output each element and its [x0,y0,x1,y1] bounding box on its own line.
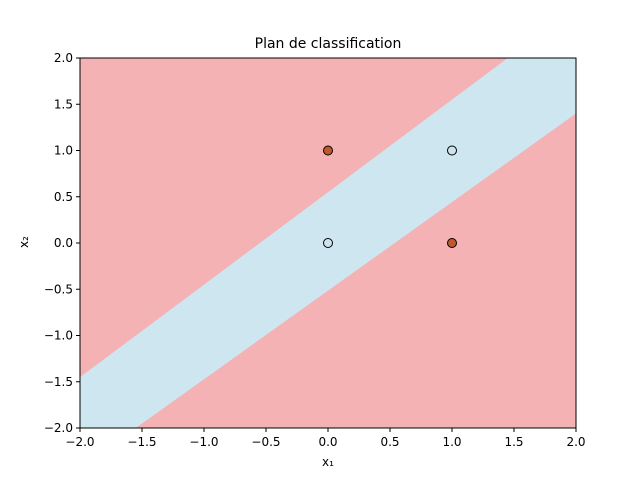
x-tick-label: 0.0 [318,435,337,449]
data-point-0 [323,238,333,248]
chart-title: Plan de classification [255,36,402,52]
y-tick-label: 2.0 [54,51,73,65]
y-tick-label: 0.0 [54,236,73,250]
x-axis-ticks: −2.0 −1.5 −1.0 −0.5 0.0 0.5 1.0 1.5 2.0 [65,428,586,449]
x-tick-label: 0.5 [380,435,399,449]
x-axis-label: x₁ [322,455,334,469]
data-point-3 [447,238,457,248]
y-tick-label: 0.5 [54,190,73,204]
x-tick-label: −0.5 [251,435,280,449]
y-tick-label: −1.0 [44,329,73,343]
x-tick-label: −1.0 [189,435,218,449]
y-tick-label: 1.0 [54,144,73,158]
y-tick-label: −1.5 [44,375,73,389]
y-axis-label: x₂ [17,236,31,248]
y-tick-label: −2.0 [44,421,73,435]
x-tick-label: 1.5 [504,435,523,449]
data-point-1 [447,145,457,156]
y-axis-ticks: −2.0 −1.5 −1.0 −0.5 0.0 0.5 1.0 1.5 2.0 [44,51,80,435]
data-points [323,145,457,248]
x-tick-label: −2.0 [65,435,94,449]
y-tick-label: −0.5 [44,282,73,296]
x-tick-label: 2.0 [566,435,585,449]
data-point-2 [323,145,333,156]
y-tick-label: 1.5 [54,97,73,111]
x-tick-label: −1.5 [127,435,156,449]
x-tick-label: 1.0 [442,435,461,449]
